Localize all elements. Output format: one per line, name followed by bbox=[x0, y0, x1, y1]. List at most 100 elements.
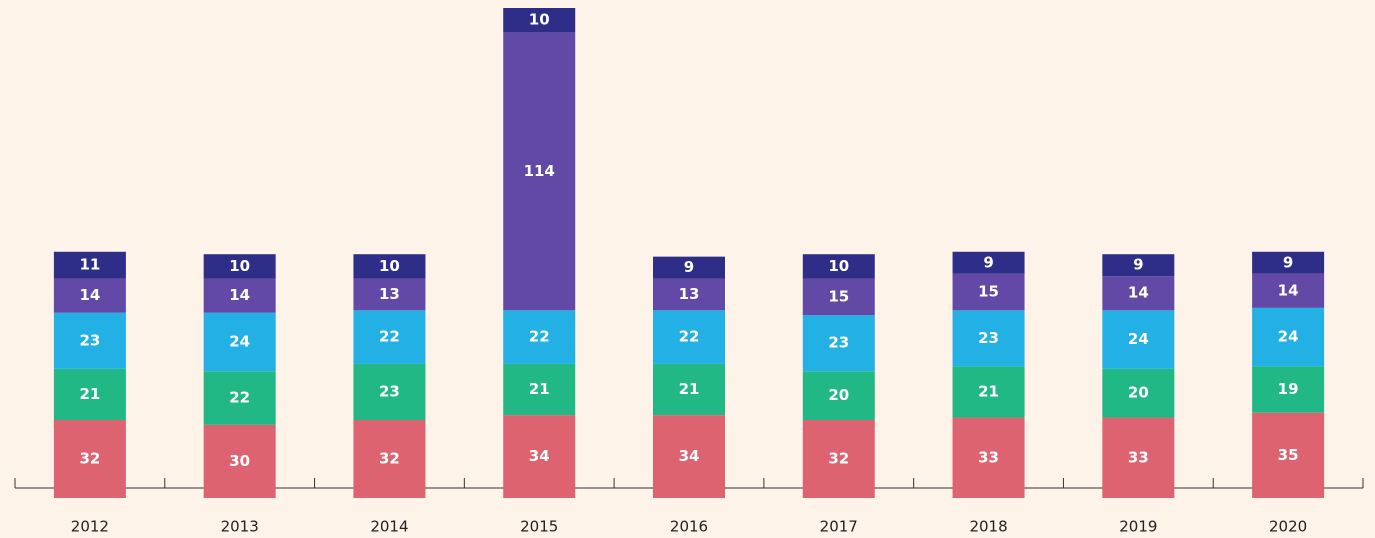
bar-segment bbox=[203, 371, 276, 425]
x-tick-label: 2015 bbox=[520, 518, 558, 536]
data-label: 14 bbox=[79, 286, 100, 304]
data-label: 15 bbox=[828, 287, 849, 305]
data-label: 33 bbox=[1128, 448, 1149, 466]
bar-segment bbox=[1102, 276, 1175, 311]
x-tick-label: 2012 bbox=[71, 518, 109, 536]
data-label: 22 bbox=[229, 389, 250, 407]
bar-segment bbox=[653, 415, 725, 498]
x-tick-label: 2020 bbox=[1269, 518, 1307, 536]
data-label: 10 bbox=[828, 257, 849, 275]
x-tick-label: 2016 bbox=[670, 518, 708, 536]
data-label: 9 bbox=[684, 258, 694, 276]
data-label: 22 bbox=[379, 328, 400, 346]
bar-segment bbox=[1252, 412, 1325, 498]
bar-segment bbox=[503, 415, 576, 498]
data-label: 14 bbox=[1128, 284, 1149, 302]
data-label: 21 bbox=[79, 385, 100, 403]
data-label: 9 bbox=[1283, 253, 1293, 271]
bar-segment bbox=[1252, 273, 1325, 308]
data-label: 24 bbox=[1128, 330, 1149, 348]
bar-segment bbox=[203, 254, 276, 279]
bar-segment bbox=[53, 419, 126, 498]
data-label: 11 bbox=[79, 256, 100, 274]
data-label: 10 bbox=[379, 257, 400, 275]
bar-segment bbox=[802, 371, 875, 420]
bar-segment bbox=[653, 278, 725, 311]
bar-segment bbox=[653, 256, 725, 279]
bar-segment bbox=[1102, 254, 1175, 277]
data-label: 9 bbox=[983, 253, 993, 271]
data-label: 21 bbox=[529, 380, 550, 398]
bar-segment bbox=[53, 312, 126, 369]
data-label: 32 bbox=[828, 449, 849, 467]
bar-segment bbox=[653, 310, 725, 364]
x-tick-label: 2018 bbox=[969, 518, 1007, 536]
data-label: 15 bbox=[978, 283, 999, 301]
data-label: 13 bbox=[379, 285, 400, 303]
bar-segment bbox=[1102, 368, 1175, 418]
data-label: 33 bbox=[978, 448, 999, 466]
bar-segment bbox=[1102, 417, 1175, 498]
bar-segment bbox=[802, 254, 875, 279]
bar-segment bbox=[203, 424, 276, 498]
bar-segment bbox=[53, 251, 126, 279]
bar-segment bbox=[653, 363, 725, 416]
bar-segment bbox=[802, 315, 875, 372]
data-label: 20 bbox=[1128, 384, 1149, 402]
bar-segment bbox=[503, 32, 576, 311]
data-label: 114 bbox=[524, 162, 555, 180]
data-label: 23 bbox=[379, 382, 400, 400]
data-label: 9 bbox=[1133, 256, 1143, 274]
bar-segment bbox=[952, 273, 1025, 311]
bar-segment bbox=[353, 278, 426, 311]
bar-segment bbox=[1252, 366, 1325, 413]
data-label: 10 bbox=[229, 257, 250, 275]
bar-segment bbox=[1102, 310, 1175, 369]
bar-segment bbox=[952, 366, 1025, 418]
data-label: 20 bbox=[828, 386, 849, 404]
data-label: 23 bbox=[79, 331, 100, 349]
data-label: 13 bbox=[679, 285, 700, 303]
data-label: 30 bbox=[229, 452, 250, 470]
bar-segment bbox=[353, 254, 426, 279]
bar-segment bbox=[802, 419, 875, 498]
x-tick-label: 2014 bbox=[370, 518, 408, 536]
x-tick-label: 2013 bbox=[221, 518, 259, 536]
bar-segment bbox=[952, 417, 1025, 498]
x-tick-label: 2017 bbox=[820, 518, 858, 536]
data-label: 23 bbox=[978, 329, 999, 347]
data-label: 24 bbox=[1278, 328, 1299, 346]
bar-segment bbox=[353, 310, 426, 364]
bar-segment bbox=[952, 251, 1025, 274]
data-label: 34 bbox=[679, 447, 700, 465]
data-label: 21 bbox=[978, 382, 999, 400]
data-label: 14 bbox=[1278, 281, 1299, 299]
data-label: 24 bbox=[229, 332, 250, 350]
x-tick-label: 2019 bbox=[1119, 518, 1157, 536]
data-label: 21 bbox=[679, 380, 700, 398]
data-label: 14 bbox=[229, 286, 250, 304]
bar-segment bbox=[503, 8, 576, 33]
data-label: 10 bbox=[529, 11, 550, 29]
data-label: 34 bbox=[529, 447, 550, 465]
data-label: 19 bbox=[1278, 380, 1299, 398]
data-label: 23 bbox=[828, 334, 849, 352]
bar-segment bbox=[1252, 251, 1325, 274]
bar-segment bbox=[53, 278, 126, 313]
data-label: 32 bbox=[79, 449, 100, 467]
data-label: 22 bbox=[679, 328, 700, 346]
data-label: 35 bbox=[1278, 446, 1299, 464]
bar-segment bbox=[802, 278, 875, 316]
data-label: 22 bbox=[529, 328, 550, 346]
bar-segment bbox=[203, 312, 276, 372]
bar-segment bbox=[353, 363, 426, 420]
bar-segment bbox=[203, 278, 276, 313]
bar-segment bbox=[53, 368, 126, 420]
bar-segment bbox=[353, 419, 426, 498]
bar-segment bbox=[503, 310, 576, 364]
data-label: 32 bbox=[379, 449, 400, 467]
bar-segment bbox=[1252, 307, 1325, 367]
bar-segment bbox=[952, 310, 1025, 367]
